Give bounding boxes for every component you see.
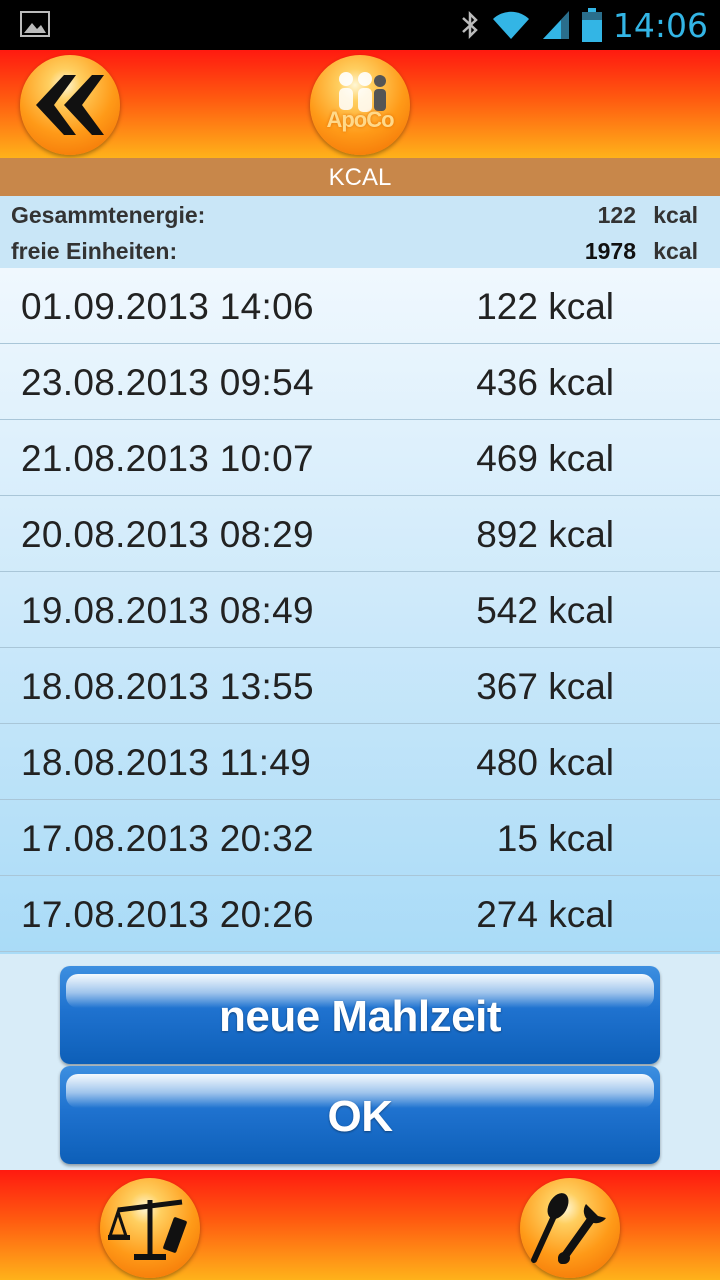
entry-date: 19.08.2013 08:49 bbox=[21, 590, 314, 631]
meal-list[interactable]: 01.09.2013 14:06 122 kcal 23.08.2013 09:… bbox=[0, 268, 720, 954]
logo-text: ApoCo bbox=[326, 107, 394, 132]
back-button[interactable] bbox=[20, 55, 120, 155]
list-item[interactable]: 20.08.2013 08:29 892 kcal bbox=[0, 496, 720, 572]
energy-summary: Gesammtenergie: 122 kcal freie Einheiten… bbox=[0, 196, 720, 268]
button-shine bbox=[66, 1074, 654, 1108]
free-units-unit: kcal bbox=[653, 238, 698, 264]
wifi-icon bbox=[492, 11, 529, 39]
battery-icon bbox=[581, 8, 602, 42]
free-units-row: freie Einheiten: 1978 kcal bbox=[11, 232, 698, 268]
scale-button[interactable] bbox=[100, 1178, 200, 1278]
app-footer bbox=[0, 1170, 720, 1280]
app-logo: ApoCo bbox=[310, 55, 410, 155]
status-bar: 14:06 bbox=[0, 0, 720, 50]
list-item[interactable]: 17.08.2013 20:26 274 kcal bbox=[0, 876, 720, 952]
list-item[interactable]: 19.08.2013 08:49 542 kcal bbox=[0, 572, 720, 648]
ok-button[interactable]: OK bbox=[60, 1066, 660, 1164]
entry-kcal: 122 kcal bbox=[476, 286, 614, 327]
free-units-value: 1978 bbox=[584, 238, 636, 264]
entry-kcal: 469 kcal bbox=[476, 438, 614, 479]
entry-kcal: 480 kcal bbox=[476, 742, 614, 783]
double-chevron-left-icon bbox=[36, 75, 104, 135]
status-clock: 14:06 bbox=[612, 5, 708, 45]
entry-date: 01.09.2013 14:06 bbox=[21, 286, 314, 327]
total-energy-unit: kcal bbox=[653, 202, 698, 228]
list-item[interactable]: 18.08.2013 11:49 480 kcal bbox=[0, 724, 720, 800]
entry-date: 17.08.2013 20:32 bbox=[21, 818, 314, 859]
tools-icon bbox=[531, 1193, 606, 1264]
list-item[interactable]: 18.08.2013 13:55 367 kcal bbox=[0, 648, 720, 724]
entry-date: 18.08.2013 13:55 bbox=[21, 666, 314, 707]
entry-kcal: 367 kcal bbox=[476, 666, 614, 707]
button-shine bbox=[66, 974, 654, 1008]
family-logo-icon bbox=[339, 72, 386, 112]
entry-date: 18.08.2013 11:49 bbox=[21, 742, 312, 783]
scale-icon bbox=[107, 1199, 187, 1260]
list-item[interactable]: 01.09.2013 14:06 122 kcal bbox=[0, 268, 720, 344]
total-energy-value: 122 bbox=[597, 202, 636, 228]
entry-kcal: 542 kcal bbox=[476, 590, 614, 631]
section-title: KCAL bbox=[0, 158, 720, 196]
free-units-label: freie Einheiten: bbox=[11, 238, 178, 264]
app-header: ApoCo bbox=[0, 50, 720, 158]
entry-date: 20.08.2013 08:29 bbox=[21, 514, 314, 555]
total-energy-label: Gesammtenergie: bbox=[11, 202, 206, 228]
new-meal-button[interactable]: neue Mahlzeit bbox=[60, 966, 660, 1064]
total-energy-row: Gesammtenergie: 122 kcal bbox=[11, 196, 698, 232]
entry-kcal: 15 kcal bbox=[496, 818, 614, 859]
entry-date: 21.08.2013 10:07 bbox=[21, 438, 314, 479]
entry-date: 23.08.2013 09:54 bbox=[21, 362, 314, 403]
bluetooth-icon bbox=[462, 10, 478, 40]
signal-icon bbox=[542, 11, 569, 39]
list-item[interactable]: 21.08.2013 10:07 469 kcal bbox=[0, 420, 720, 496]
list-item[interactable]: 23.08.2013 09:54 436 kcal bbox=[0, 344, 720, 420]
tools-button[interactable] bbox=[520, 1178, 620, 1278]
new-meal-label: neue Mahlzeit bbox=[219, 992, 502, 1041]
entry-kcal: 274 kcal bbox=[476, 894, 614, 935]
entry-kcal: 436 kcal bbox=[476, 362, 614, 403]
list-item[interactable]: 17.08.2013 20:32 15 kcal bbox=[0, 800, 720, 876]
image-icon bbox=[20, 11, 50, 37]
entry-kcal: 892 kcal bbox=[476, 514, 614, 555]
ok-label: OK bbox=[327, 1092, 394, 1141]
entry-date: 17.08.2013 20:26 bbox=[21, 894, 314, 935]
